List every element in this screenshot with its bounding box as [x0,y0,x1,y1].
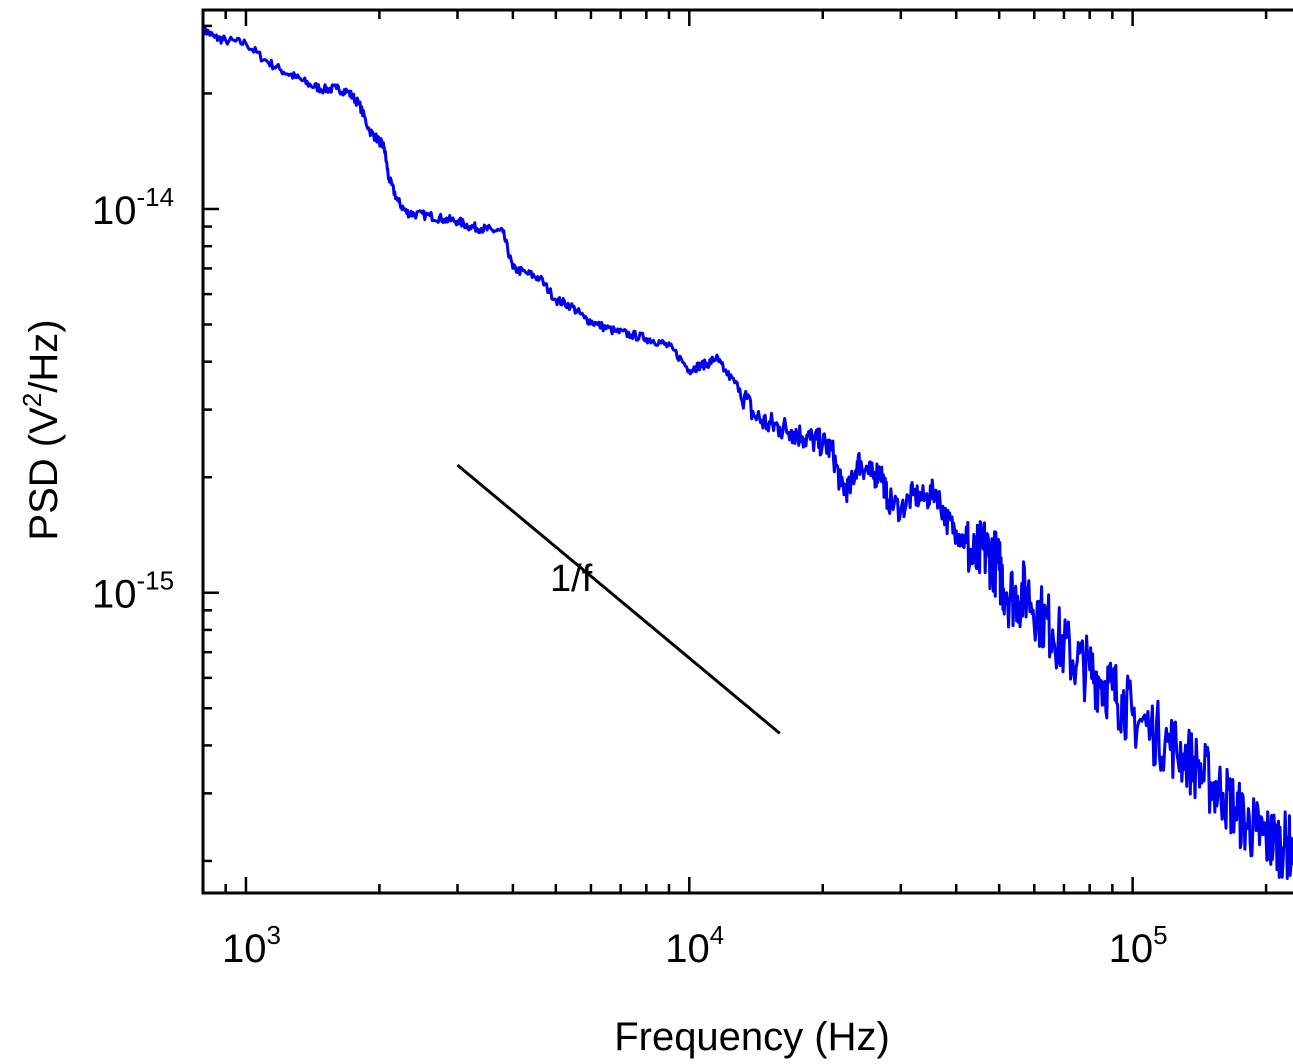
x-tick-label: 104 [665,920,724,971]
y-tick-label: 10-14 [92,182,174,233]
axes-layer [201,8,1293,895]
plot-frame [201,8,1293,895]
x-axis-title: Frequency (Hz) [614,1015,890,1059]
y-tick-label: 10-15 [92,566,174,617]
ticks-layer [201,10,1268,893]
reference-slope-label: 1/f [550,558,593,600]
reference-slope-line [456,463,781,735]
y-axis-title: PSD (V2/Hz) [17,319,66,540]
x-tick-label: 103 [222,920,281,971]
psd-series-line-0 [203,24,1293,880]
labels-layer: 103 104 105 10-14 10-15 Frequency (Hz) PSD (V2… [17,182,1168,1059]
x-tick-label: 105 [1109,920,1168,971]
reference-layer: 1/f [456,463,781,735]
data-layer [203,24,1293,880]
